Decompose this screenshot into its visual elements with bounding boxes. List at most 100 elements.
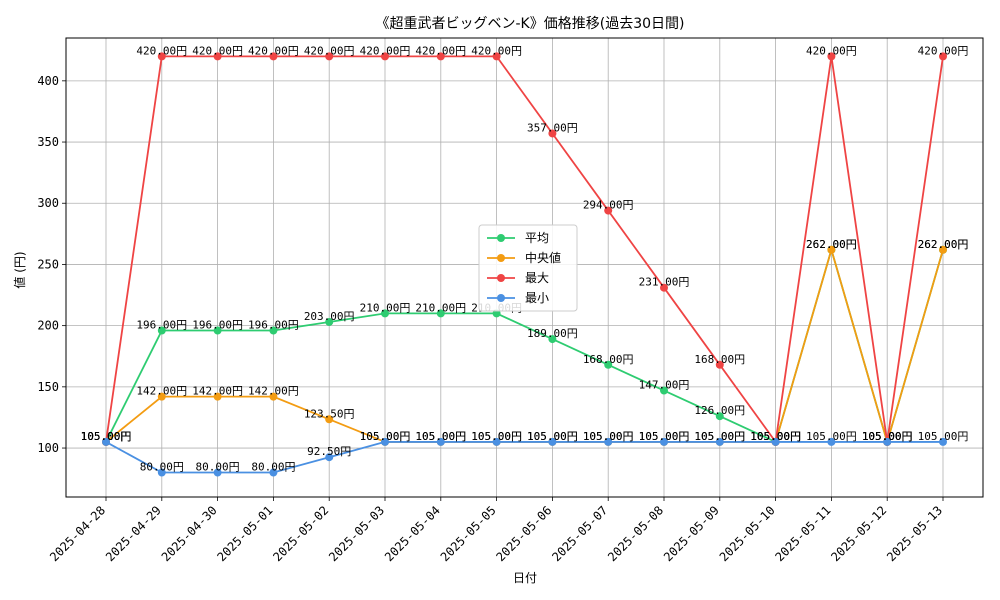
series-最大-data-label: 168.00円 [694,353,745,366]
series-中央値-data-label: 105.00円 [694,430,745,443]
series-最小-point [660,437,668,446]
series-最小-data-label: 80.00円 [140,461,184,474]
series-中央値-point [269,392,278,401]
legend-box [478,224,578,312]
x-tick-label: 2025-04-28 [47,503,108,564]
series-中央値-data-label: 123.50円 [304,407,355,420]
series-最大-point [436,52,445,61]
legend-label: 最小 [525,291,549,305]
x-tick-label: 2025-05-07 [549,503,610,564]
series-平均-point [604,360,613,369]
series-最大-data-label: 420.00円 [304,44,355,57]
series-中央値-point [939,245,947,254]
series-最大-line [105,55,944,445]
y-tick-label: 400 [37,74,59,88]
series-平均-point [381,309,389,318]
series-中央値-data-label: 142.00円 [136,385,187,398]
series-group [102,52,947,477]
x-tick-label: 2025-05-02 [270,503,331,564]
series-最小-point [157,468,166,477]
series-平均-point [436,309,445,318]
series-平均-data-label: 196.00円 [192,319,243,332]
series-最小-line [105,441,943,474]
series-最大-data-label: 420.00円 [136,44,187,57]
series-最小-data-label: 105.00円 [806,430,857,443]
series-最大-data-label: 105.00円 [750,430,801,443]
x-tick-label: 2025-05-08 [605,503,666,564]
series-最小-point [102,437,110,446]
x-tick-label: 2025-05-11 [773,503,834,564]
series-最小-data-label: 105.00円 [471,430,522,443]
plot-frame [65,37,984,498]
legend-swatch-marker [497,294,505,302]
series-最小-point [883,437,892,446]
series-中央値-data-label: 105.00円 [360,430,411,443]
series-中央値-data-label: 105.00円 [415,430,466,443]
legend-swatch-marker [497,274,505,282]
series-平均-data-label: 126.00円 [694,404,745,417]
series-最小-data-label: 80.00円 [251,461,295,474]
series-最小-data-label: 105.00円 [694,430,745,443]
series-最大-data-label: 105.00円 [862,430,913,443]
series-最大-data-label: 420.00円 [360,44,411,57]
series-最小-data-label: 105.00円 [862,430,913,443]
series-平均-point [269,326,278,335]
grid [66,38,983,497]
series-平均-data-label: 196.00円 [248,319,299,332]
series-最小-data-label: 105.00円 [583,430,634,443]
series-最小-data-label: 105.00円 [527,430,578,443]
series-最小-point [492,437,501,446]
series-最小-data-label: 92.50円 [307,445,351,458]
series-最小-point [213,468,222,477]
series-最小-point [604,437,613,446]
series-中央値-data-label: 142.00円 [248,385,299,398]
series-中央値-data-label: 262.00円 [918,238,969,251]
x-tick-label: 2025-05-09 [661,503,722,564]
series-最大-point [213,52,222,61]
series-最大-point [269,52,278,61]
series-中央値-data-label: 262.00円 [806,238,857,251]
series-最大-data-label: 420.00円 [415,44,466,57]
x-tick-label: 2025-05-03 [326,503,387,564]
series-平均-data-label: 196.00円 [136,319,187,332]
series-最大-data-label: 105.00円 [81,430,132,443]
series-中央値-data-label: 105.00円 [583,430,634,443]
series-平均-data-label: 105.00円 [750,430,801,443]
series-平均-point [213,326,222,335]
series-最大-point [604,206,613,215]
series-最大-data-label: 420.00円 [806,44,857,57]
series-平均-point [715,412,724,421]
series-平均-point [660,386,668,395]
series-最大-point [827,52,836,61]
series-平均-data-label: 210.00円 [360,301,411,314]
series-最大-point [939,52,947,61]
x-tick-label: 2025-04-29 [103,503,164,564]
series-最小-data-label: 105.00円 [81,430,132,443]
legend-swatch-marker [497,254,505,262]
series-平均-point [157,326,166,335]
series-最小-data-label: 80.00円 [196,461,240,474]
y-tick-label: 100 [37,441,59,455]
series-平均-data-label: 189.00円 [527,327,578,340]
legend-label: 平均 [525,231,549,245]
y-tick-label: 250 [37,257,59,271]
series-平均-point [548,335,557,344]
series-最小-data-label: 105.00円 [918,430,969,443]
series-平均-data-label: 210.00円 [415,301,466,314]
series-最小-point [939,437,947,446]
y-axis-label: 値 (円) [12,251,27,288]
series-最大-point [548,129,557,138]
series-平均-data-label: 105.00円 [862,430,913,443]
series-最大-data-label: 231.00円 [639,276,690,289]
series-平均-data-label: 168.00円 [583,353,634,366]
series-最小-data-label: 105.00円 [415,430,466,443]
series-最大-data-label: 420.00円 [918,44,969,57]
y-tick-label: 200 [37,319,59,333]
series-中央値-point [157,392,166,401]
series-中央値-data-label: 105.00円 [862,430,913,443]
series-最大-point [715,360,724,369]
x-tick-label: 2025-05-05 [438,503,499,564]
series-最小-data-label: 105.00円 [360,430,411,443]
data-labels: 105.00円 196.00円 196.00円 196.00円 203.00円 210.0… [81,44,969,473]
series-最小-data-label: 105.00円 [639,430,690,443]
